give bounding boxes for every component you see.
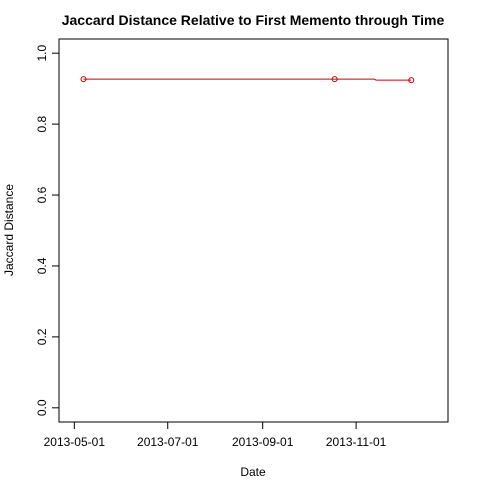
x-tick-label: 2013-05-01 [44,435,106,449]
y-tick-label: 0.2 [35,328,49,345]
series-layer [81,77,414,83]
x-tick-label: 2013-07-01 [137,435,199,449]
y-axis-label: Jaccard Distance [2,184,16,276]
x-axis: 2013-05-01 2013-07-01 2013-09-01 2013-11-01 [44,422,387,449]
chart-title: Jaccard Distance Relative to First Memen… [62,12,445,28]
y-tick-label: 0.4 [35,257,49,274]
series-line [84,79,412,80]
y-tick-label: 0.0 [35,399,49,416]
plot-frame [59,39,448,422]
y-tick-label: 1.0 [35,45,49,62]
y-tick-label: 0.6 [35,186,49,203]
y-axis: 0.0 0.2 0.4 0.6 0.8 1.0 [35,45,59,417]
x-tick-label: 2013-11-01 [326,435,387,449]
x-tick-label: 2013-09-01 [232,435,294,449]
y-tick-label: 0.8 [35,115,49,132]
x-axis-label: Date [240,465,266,479]
